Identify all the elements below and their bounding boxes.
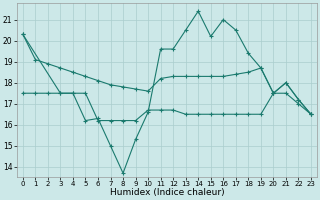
X-axis label: Humidex (Indice chaleur): Humidex (Indice chaleur) xyxy=(109,188,224,197)
